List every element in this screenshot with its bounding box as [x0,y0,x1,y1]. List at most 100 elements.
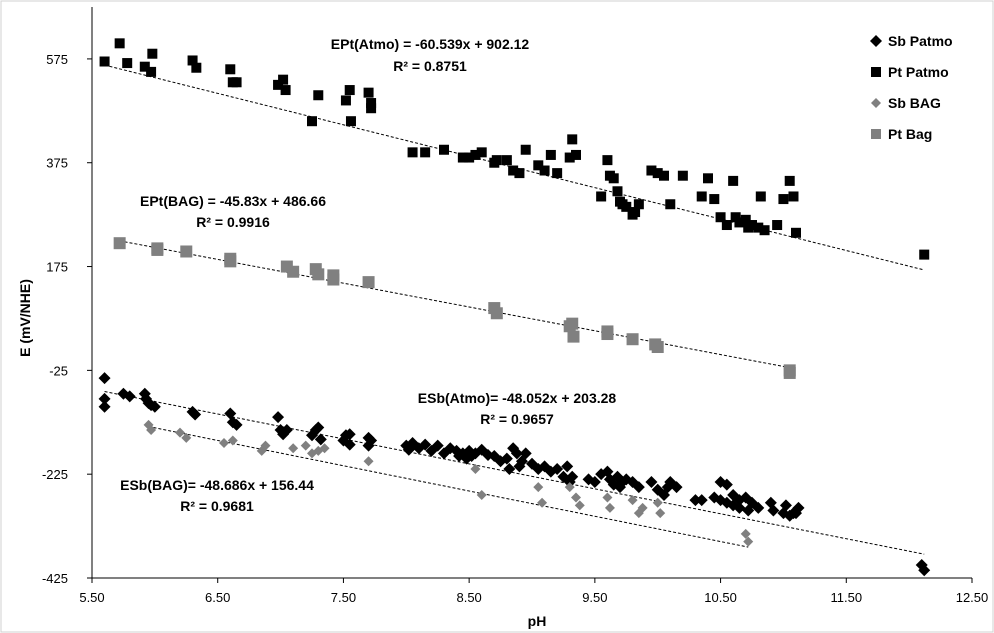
data-point [612,186,623,197]
data-point [733,501,746,514]
data-point [720,478,733,491]
data-point [709,194,720,205]
data-point [715,212,726,223]
data-point [759,225,770,236]
data-point [362,276,375,289]
data-point [703,173,713,184]
data-point [98,392,111,405]
data-point [224,407,237,420]
data-point [470,463,481,474]
data-point [721,220,732,231]
data-point [783,366,796,379]
annotation-pt-bag-r2: R² = 0.9916 [196,214,270,230]
data-point [552,168,563,179]
data-point [608,173,619,184]
data-point [652,168,663,179]
data-point [230,418,243,431]
data-point [113,237,126,250]
data-point [784,175,795,186]
data-point [520,144,531,155]
data-point [491,155,502,166]
data-point [567,330,580,343]
x-tick-label: 10.50 [704,590,737,605]
data-point [476,147,487,158]
data-point [919,249,930,260]
annotation-sb-atmo-equation: ESb(Atmo)= -48.052x + 203.28 [418,390,617,406]
data-point [307,116,317,127]
data-point [98,372,111,385]
data-point [503,462,516,475]
data-point [476,489,487,500]
data-point [566,317,579,330]
data-point [470,149,481,160]
data-point [508,165,519,176]
data-point [646,165,657,176]
data-point [514,168,525,179]
data-point [146,425,157,436]
annotation-sb-bag-equation: ESb(BAG)= -48.686x + 156.44 [120,477,314,493]
x-tick-label: 11.50 [830,590,862,605]
data-point [439,144,449,155]
data-point [312,421,325,434]
data-point [788,191,799,202]
data-point [601,328,614,341]
data-point [604,502,615,513]
data-point [464,152,475,163]
y-tick-label: 175 [46,260,68,275]
data-point [343,428,356,441]
data-point [779,499,792,512]
data-point [365,434,378,447]
data-point [148,400,161,413]
data-point [139,61,150,72]
x-tick-label: 12.50 [956,590,989,605]
data-point [366,103,377,114]
data-point [99,56,110,67]
data-point [652,497,663,508]
data-point [151,243,164,256]
data-point [632,481,645,494]
y-tick-label: 375 [46,156,68,171]
trendline [148,426,749,548]
annotation-sb-bag-r2: R² = 0.9681 [180,498,254,514]
data-point [189,408,202,421]
data-point [730,212,741,223]
y-tick-label: -225 [42,467,68,482]
x-tick-label: 5.50 [79,590,104,605]
data-point [633,199,644,210]
data-point [114,38,125,49]
data-point [225,64,236,75]
x-tick-label: 6.50 [205,590,230,605]
data-point [280,424,293,437]
data-point [231,77,242,88]
annotation-sb-atmo-r2: R² = 0.9657 [480,411,554,427]
data-point [588,475,601,488]
data-point [500,452,513,465]
tick-labels: 5.50 6.50 7.50 8.50 9.50 10.50 11.50 12.50 575 37… [42,52,988,605]
legend: Sb Patmo Pt Patmo Sb BAG Pt Bag [870,33,953,142]
data-point [627,495,638,506]
data-point [363,456,374,467]
data-point [665,199,676,210]
data-point [312,268,325,281]
data-point [327,273,340,286]
y-tick-label: -25 [49,363,68,378]
data-point [655,508,666,519]
data-point [122,58,133,69]
data-point [519,447,532,460]
series-group [143,419,754,547]
data-point [602,155,613,166]
trendline [119,240,790,369]
data-point [561,460,574,473]
data-point [501,155,512,166]
axes [87,7,973,583]
data-point [677,170,688,181]
data-point [260,440,271,451]
x-tick-label: 8.50 [456,590,481,605]
data-point [490,307,503,320]
data-point [272,411,285,424]
data-point [621,201,632,212]
annotation-pt-bag-equation: EPt(BAG) = -45.83x + 486.66 [140,193,326,209]
data-point [457,152,468,163]
legend-marker-pt-bag [871,129,881,139]
